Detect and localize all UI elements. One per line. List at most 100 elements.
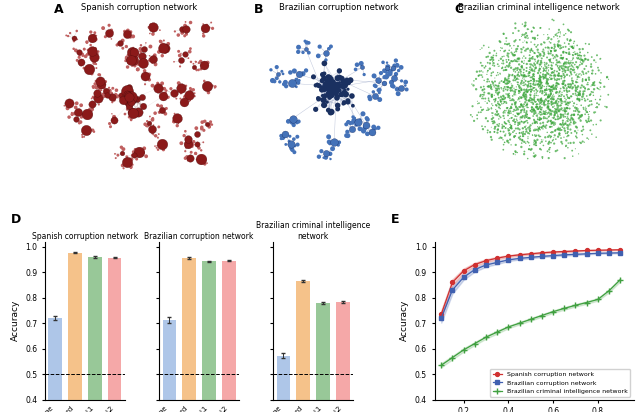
- Point: [552, 53, 563, 60]
- Point: [332, 86, 342, 93]
- Point: [575, 70, 585, 77]
- Point: [361, 122, 371, 128]
- Point: [545, 50, 556, 57]
- Point: [547, 73, 557, 79]
- Point: [383, 63, 393, 70]
- Point: [552, 59, 563, 66]
- Point: [538, 65, 548, 71]
- Spanish corruption network: [437, 312, 445, 317]
- Point: [582, 135, 592, 141]
- Brazilian criminal intelligence network: [449, 355, 456, 360]
- Point: [552, 126, 563, 132]
- Point: [559, 48, 569, 55]
- Point: [92, 84, 102, 91]
- Point: [525, 64, 536, 70]
- Point: [521, 123, 531, 129]
- Point: [202, 83, 212, 89]
- Point: [571, 85, 581, 92]
- Point: [364, 94, 374, 100]
- Point: [559, 134, 569, 140]
- Point: [300, 38, 310, 44]
- Point: [583, 86, 593, 92]
- Point: [514, 89, 524, 95]
- Point: [546, 133, 556, 140]
- Point: [504, 94, 515, 100]
- Point: [535, 73, 545, 80]
- Point: [157, 86, 167, 92]
- Point: [531, 126, 541, 133]
- Point: [506, 131, 516, 137]
- Point: [552, 33, 563, 39]
- Point: [286, 145, 296, 152]
- Point: [577, 128, 587, 134]
- Point: [81, 53, 91, 60]
- Point: [564, 63, 575, 70]
- Point: [545, 92, 556, 99]
- Point: [516, 63, 527, 69]
- Point: [516, 64, 527, 70]
- Point: [572, 129, 582, 136]
- Point: [497, 54, 508, 60]
- Point: [394, 67, 404, 74]
- Point: [481, 115, 491, 122]
- Point: [563, 84, 573, 90]
- Point: [563, 118, 573, 124]
- Point: [511, 86, 522, 93]
- Point: [478, 106, 488, 113]
- Point: [540, 61, 550, 68]
- Point: [542, 54, 552, 61]
- Point: [113, 92, 124, 99]
- Point: [529, 127, 539, 133]
- Point: [534, 115, 545, 121]
- Point: [572, 86, 582, 92]
- Point: [494, 63, 504, 69]
- Point: [79, 133, 89, 140]
- Point: [559, 125, 570, 132]
- Point: [529, 137, 540, 143]
- Point: [144, 55, 154, 62]
- Point: [294, 71, 304, 77]
- Point: [166, 85, 176, 92]
- Point: [559, 63, 569, 70]
- Point: [509, 134, 519, 141]
- Point: [556, 44, 566, 51]
- Point: [380, 68, 390, 74]
- Point: [549, 109, 559, 115]
- Point: [516, 33, 527, 40]
- Point: [529, 63, 539, 70]
- Point: [538, 48, 548, 55]
- Point: [511, 99, 521, 106]
- Point: [525, 77, 536, 84]
- Spanish corruption network: [482, 258, 490, 263]
- Point: [86, 29, 96, 35]
- Point: [559, 93, 569, 100]
- Point: [518, 125, 528, 131]
- Point: [337, 83, 347, 89]
- Point: [595, 56, 605, 63]
- Point: [75, 51, 85, 58]
- Point: [528, 48, 538, 54]
- Point: [128, 152, 138, 159]
- Spanish corruption network: [549, 250, 557, 255]
- Point: [115, 40, 125, 47]
- Point: [542, 79, 552, 86]
- Point: [565, 126, 575, 133]
- Point: [530, 66, 540, 73]
- Point: [588, 122, 598, 128]
- Point: [522, 68, 532, 74]
- Point: [504, 90, 514, 97]
- Point: [525, 49, 536, 55]
- Point: [493, 84, 503, 90]
- Point: [546, 110, 556, 117]
- Point: [575, 46, 585, 52]
- Point: [531, 133, 541, 139]
- Point: [147, 82, 157, 89]
- Point: [496, 84, 506, 91]
- Point: [152, 145, 162, 151]
- Point: [486, 70, 497, 76]
- Point: [516, 46, 527, 53]
- Point: [489, 63, 499, 69]
- Point: [554, 42, 564, 49]
- Point: [519, 87, 529, 93]
- Point: [527, 97, 537, 103]
